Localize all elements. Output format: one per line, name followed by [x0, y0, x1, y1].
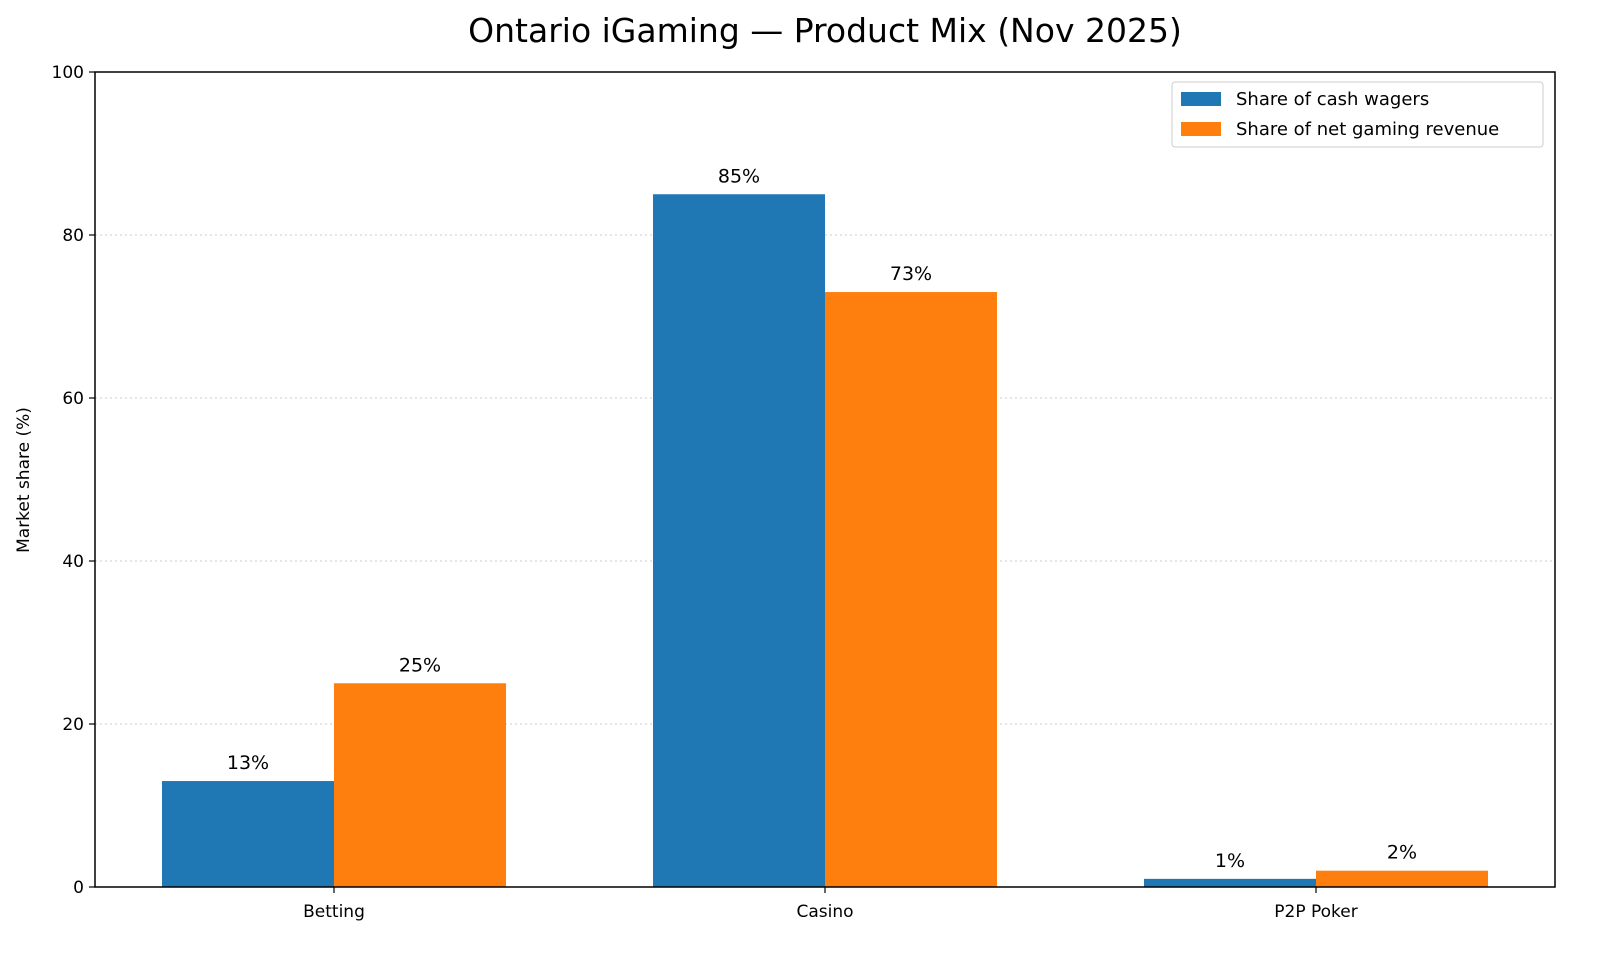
y-tick-label: 20: [62, 715, 84, 735]
data-label: 25%: [399, 654, 441, 676]
legend-box: [1171, 81, 1544, 148]
y-tick-label: 0: [73, 878, 84, 898]
data-label: 1%: [1215, 850, 1245, 872]
legend-entry: Share of net gaming revenue: [1236, 119, 1499, 140]
data-label: 13%: [227, 752, 269, 774]
bar-casino-series-1: [653, 194, 825, 887]
y-axis-label: Market share (%): [14, 407, 34, 553]
bar-betting-series-2: [334, 683, 506, 887]
data-label: 85%: [718, 165, 760, 187]
legend-swatch: [1181, 92, 1221, 106]
bar-p2p-poker-series-2: [1316, 870, 1488, 887]
bar-p2p-poker-series-1: [1144, 878, 1316, 887]
y-tick-label: 80: [62, 226, 84, 246]
bar-betting-series-1: [162, 781, 334, 887]
y-tick-label: 40: [62, 552, 84, 572]
legend-swatch: [1181, 122, 1221, 136]
y-tick-label: 100: [52, 63, 84, 83]
x-tick-label: Casino: [796, 902, 853, 922]
bar-casino-series-2: [825, 292, 997, 887]
x-tick-label: Betting: [303, 902, 365, 922]
chart-title: Ontario iGaming — Product Mix (Nov 2025): [468, 11, 1182, 50]
data-label: 2%: [1387, 842, 1417, 864]
data-label: 73%: [890, 263, 932, 285]
y-tick-label: 60: [62, 389, 84, 409]
legend-entry: Share of cash wagers: [1236, 89, 1429, 110]
legend: Share of cash wagers Share of net gaming …: [1171, 81, 1544, 148]
x-tick-label: P2P Poker: [1274, 902, 1357, 922]
